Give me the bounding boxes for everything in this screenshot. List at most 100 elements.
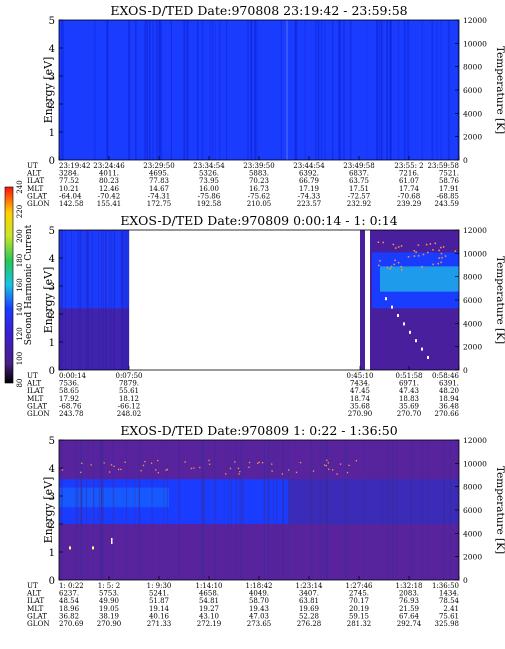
info-glat: 36.82 — [59, 612, 79, 620]
heatmap-stripe — [286, 20, 288, 160]
heatmap-stripe — [295, 20, 298, 160]
heatmap-speck — [190, 467, 193, 470]
y2-tick-label: 2000 — [463, 343, 482, 352]
colorbar: 80 100 120 140 160 180 200 220 240 Second Harmoni… — [4, 180, 34, 388]
info-alt: 3284. — [59, 170, 79, 178]
heatmap-stripe — [98, 230, 100, 370]
heatmap-stripe — [282, 440, 284, 580]
heatmap-stripe — [389, 20, 392, 160]
info-ut: 23:24:46 — [93, 162, 125, 170]
heatmap-stripe — [100, 230, 102, 370]
info-ut: 1:14:10 — [196, 582, 223, 590]
info-glon: 142.58 — [59, 200, 84, 208]
heatmap-stripe — [421, 440, 423, 580]
heatmap-stripe — [158, 20, 161, 160]
info-ilat: 70.23 — [249, 177, 269, 185]
y-axis-label: Energy [eV] — [42, 477, 55, 544]
info-glat: -74.33 — [298, 192, 320, 200]
heatmap-speck — [295, 471, 298, 474]
info-ilat: 58.70 — [249, 597, 269, 605]
heatmap-stripe — [121, 230, 123, 370]
heatmap-speck — [157, 459, 159, 462]
heatmap-speck — [208, 463, 211, 465]
info-glat: 40.16 — [149, 612, 170, 620]
info-alt: 7434. — [350, 380, 370, 388]
colorbar-tick-label: 80 — [16, 379, 24, 388]
info-glat: 38.19 — [99, 612, 119, 620]
heatmap-stripe — [124, 230, 126, 370]
y2-tick-label: 0 — [463, 366, 468, 375]
heatmap-stripe — [135, 20, 137, 160]
info-glon: 270.70 — [397, 410, 422, 418]
info-ilat: 55.61 — [119, 387, 139, 395]
colorbar-tick-label: 120 — [16, 327, 24, 340]
info-glat: -75.62 — [248, 192, 270, 200]
heatmap-stripe — [86, 230, 88, 370]
row-label: ALT — [26, 169, 41, 178]
heatmap-speck — [413, 249, 416, 252]
info-glat: 43.10 — [199, 612, 219, 620]
heatmap-speck — [400, 265, 402, 268]
info-ilat: 73.95 — [199, 177, 219, 185]
y2-tick-label: 8000 — [463, 273, 482, 282]
heatmap-stripe — [100, 440, 103, 580]
heatmap-speck — [355, 460, 357, 462]
info-glat: -64.04 — [59, 192, 82, 200]
heatmap-speck — [155, 469, 157, 471]
y-tick-label: 0 — [49, 366, 55, 377]
panel-1: EXOS-D/TED Date:970808 23:19:42 - 23:59:… — [26, 3, 505, 208]
info-ilat: 48.54 — [59, 597, 80, 605]
heatmap-stripe — [223, 440, 225, 580]
info-alt: 6971. — [399, 380, 419, 388]
heatmap-speck — [442, 246, 445, 248]
heatmap-speck — [332, 469, 334, 471]
y2-tick-label: 10000 — [463, 459, 487, 468]
heatmap-stripe — [321, 20, 323, 160]
info-ilat: 51.87 — [149, 597, 169, 605]
heatmap-stripe — [214, 440, 216, 580]
heatmap-speck — [90, 464, 92, 466]
info-alt: 5753. — [99, 590, 119, 598]
y-tick-label: 3 — [49, 72, 55, 83]
heatmap — [59, 20, 459, 160]
info-alt: 6391. — [439, 380, 459, 388]
info-mlt: 10.21 — [59, 185, 79, 193]
heatmap-speck — [248, 461, 251, 464]
info-alt: 6392. — [299, 170, 319, 178]
heatmap-stripe — [186, 20, 188, 160]
heatmap-stripe — [427, 440, 429, 580]
heatmap-speck — [299, 461, 302, 464]
heatmap-stripe — [267, 440, 270, 580]
info-glon: 232.92 — [347, 200, 372, 208]
heatmap-speck — [425, 243, 428, 246]
heatmap-speck — [385, 297, 387, 301]
info-mlt: 18.12 — [119, 395, 139, 403]
heatmap-stripe — [310, 440, 313, 580]
heatmap-stripe — [166, 440, 168, 580]
heatmap-stripe — [327, 440, 329, 580]
heatmap-speck — [397, 246, 400, 248]
info-glon: 210.05 — [247, 200, 272, 208]
heatmap-stripe — [76, 440, 79, 580]
info-alt: 2083. — [399, 590, 419, 598]
heatmap-stripe — [62, 20, 64, 160]
heatmap-speck — [421, 347, 423, 351]
info-mlt: 19.43 — [249, 605, 269, 613]
info-glat: 52.28 — [299, 612, 319, 620]
heatmap-speck — [336, 473, 338, 475]
heatmap-stripe — [324, 20, 326, 160]
heatmap-stripe — [93, 440, 95, 580]
heatmap-stripe — [448, 20, 450, 160]
info-glon: 248.02 — [117, 410, 142, 418]
y2-tick-label: 0 — [463, 156, 468, 165]
heatmap-stripe — [366, 20, 368, 160]
heatmap-stripe — [61, 20, 63, 160]
heatmap-stripe — [112, 440, 115, 580]
heatmap-stripe — [276, 440, 278, 580]
heatmap-speck — [271, 463, 273, 465]
info-glat: -68.76 — [59, 402, 82, 410]
y2-tick-label: 12000 — [463, 16, 487, 25]
heatmap-speck — [389, 268, 391, 270]
info-ut: 1: 9:30 — [147, 582, 172, 590]
